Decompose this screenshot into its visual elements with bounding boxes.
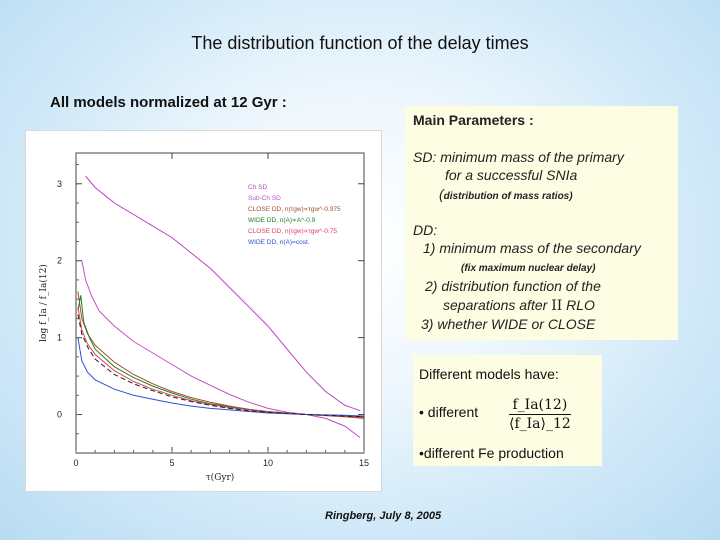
sd-note: (distribution of mass ratios): [439, 186, 573, 202]
models-item-2: •different Fe production: [419, 445, 564, 461]
normalization-fraction: f_Ia(12) ⟨f_Ia⟩_12: [509, 397, 571, 432]
legend-entry: WIDE DD, n(A)=cost.: [248, 239, 310, 246]
sd-note-text: distribution of mass ratios): [443, 191, 573, 202]
dd-item-1: 1) minimum mass of the secondary: [423, 240, 641, 256]
dd-item-2b-text: separations after: [443, 297, 548, 313]
dd-item-2b: separations after II RLO: [443, 297, 595, 314]
main-parameters-box: Main Parameters : SD: minimum mass of th…: [405, 106, 678, 340]
sd-line-1: SD: minimum mass of the primary: [413, 149, 624, 165]
series-line: [77, 291, 365, 419]
y-tick-label: 0: [57, 410, 62, 420]
legend-entry: CLOSE DD, n(τgw)∝τgw^-0.75: [248, 228, 337, 235]
legend-entry: Sub-Ch SD: [248, 195, 281, 202]
x-tick-label: 0: [73, 458, 78, 468]
series-line: [77, 314, 365, 418]
series-line: [77, 306, 365, 419]
legend-entry: CLOSE DD, n(τgw)∝τgw^-0.975: [248, 206, 341, 213]
models-heading: Different models have:: [419, 366, 559, 382]
delay-time-chart: 0 5 10 15 0 1 2 3 τ(Gyr) log f_Ia / f_Ia(12) Ch SD…: [38, 152, 369, 483]
series-line: [85, 175, 361, 412]
x-axis-label: τ(Gyr): [206, 472, 235, 483]
slide-subtitle: All models normalized at 12 Gyr :: [50, 94, 287, 111]
different-models-box: Different models have: • different f_Ia(…: [413, 355, 602, 466]
x-tick-label: 15: [359, 458, 369, 468]
y-tick-label: 1: [57, 333, 62, 343]
x-tick-label: 10: [263, 458, 273, 468]
dd-note: (fix maximum nuclear delay): [461, 263, 596, 274]
slide-title: The distribution function of the delay t…: [191, 33, 529, 53]
series-line: [81, 260, 361, 439]
sd-paren: (: [439, 186, 444, 202]
slide-footer: Ringberg, July 8, 2005: [325, 510, 442, 522]
fraction-numerator: f_Ia(12): [512, 397, 568, 413]
dd-roman: II: [551, 298, 563, 314]
params-heading: Main Parameters :: [413, 112, 534, 128]
fraction-denominator: ⟨f_Ia⟩_12: [509, 416, 571, 432]
x-tick-label: 5: [169, 458, 174, 468]
y-tick-label: 2: [57, 256, 62, 266]
sd-line-2: for a successful SNIa: [445, 167, 578, 183]
models-item-1: • different: [419, 404, 479, 420]
y-tick-label: 3: [57, 179, 62, 189]
legend-entry: WIDE DD, n(A)∝A^-0.9: [248, 217, 316, 224]
dd-item-2c: RLO: [566, 297, 595, 313]
delay-time-plot: 0 5 10 15 0 1 2 3 τ(Gyr) log f_Ia / f_Ia(12) Ch SD…: [25, 130, 382, 492]
fraction-bar: [509, 414, 571, 415]
series-line: [77, 295, 365, 418]
dd-label: DD:: [413, 222, 438, 238]
legend-entry: Ch SD: [248, 184, 267, 191]
dd-item-3: 3) whether WIDE or CLOSE: [421, 316, 596, 332]
plot-frame: [75, 152, 365, 454]
dd-item-2a: 2) distribution function of the: [425, 278, 601, 294]
y-axis-label: log f_Ia / f_Ia(12): [38, 264, 49, 342]
